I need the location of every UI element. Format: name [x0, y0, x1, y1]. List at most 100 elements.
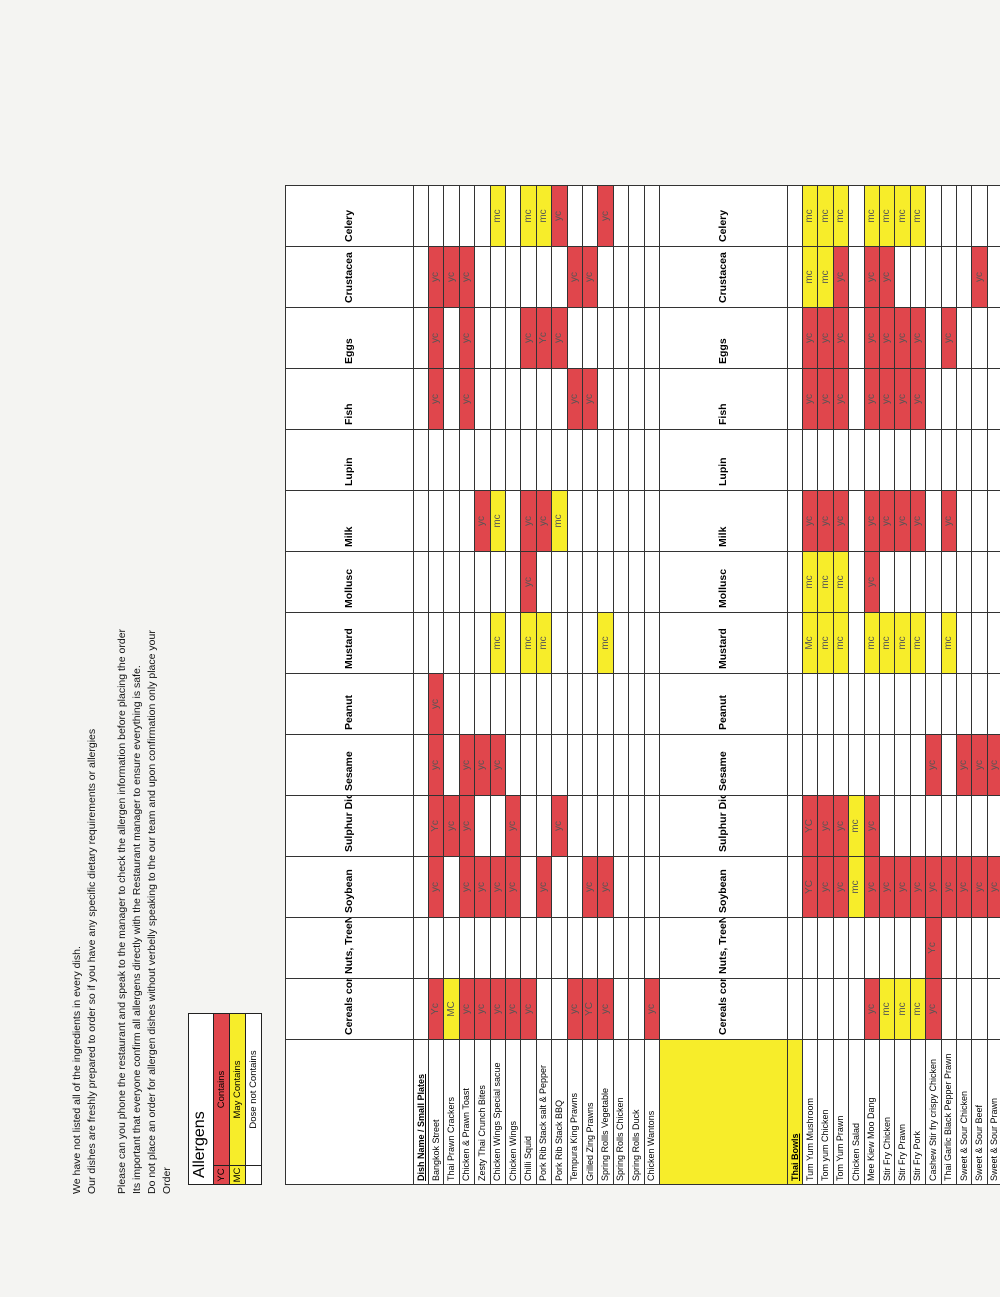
allergen-cell: [644, 429, 660, 490]
allergen-cell: yc: [552, 185, 568, 246]
allergen-cell: [506, 612, 522, 673]
allergen-cell: [957, 368, 973, 429]
allergen-cell: mc: [895, 612, 911, 673]
allergen-cell: [629, 246, 645, 307]
allergen-cell: mc: [849, 795, 865, 856]
allergen-cell: [644, 673, 660, 734]
allergen-cell: yc: [459, 978, 476, 1039]
allergen-cell: yc: [803, 368, 819, 429]
allergen-cell: [629, 795, 645, 856]
allergen-table: Cereals cont. gluten Nuts, TreeNut Soybean…: [285, 185, 1000, 1185]
allergen-cell: yc: [818, 490, 834, 551]
allergen-cell: [957, 795, 973, 856]
allergen-cell: yc: [459, 307, 476, 368]
allergen-cell: yc: [957, 734, 973, 795]
allergen-cell: yc: [429, 856, 445, 917]
allergen-cell: [567, 917, 583, 978]
allergen-header: Mollusc: [660, 551, 788, 612]
allergen-cell: yc: [444, 246, 460, 307]
legend-code: [246, 1165, 261, 1184]
allergen-cell: [567, 673, 583, 734]
allergen-cell: [536, 673, 553, 734]
dish-name: Sweet & Sour Chicken: [957, 1039, 973, 1184]
allergen-cell: yc: [833, 368, 850, 429]
allergen-cell: [475, 246, 491, 307]
allergen-cell: [475, 185, 491, 246]
allergen-cell: [941, 978, 957, 1039]
allergen-cell: [459, 490, 476, 551]
allergen-cell: [613, 307, 630, 368]
allergen-cell: [629, 734, 645, 795]
allergen-cell: [957, 673, 973, 734]
dish-name: Thai Prawn Crackers: [444, 1039, 460, 1184]
table-cell: [788, 246, 803, 307]
allergen-cell: yc: [506, 978, 522, 1039]
table-cell: [414, 734, 429, 795]
allergen-cell: [629, 612, 645, 673]
allergen-cell: [459, 673, 476, 734]
allergen-cell: [567, 551, 583, 612]
allergen-cell: Yc: [536, 307, 553, 368]
allergen-cell: [803, 673, 819, 734]
allergen-cell: [598, 734, 614, 795]
allergen-cell: yc: [864, 978, 880, 1039]
allergen-cell: [803, 917, 819, 978]
allergen-cell: yc: [910, 307, 927, 368]
allergen-cell: [444, 490, 460, 551]
allergen-cell: [536, 246, 553, 307]
allergen-cell: [895, 551, 911, 612]
allergen-cell: [941, 368, 957, 429]
allergen-header: Soybean: [286, 856, 414, 917]
allergen-cell: mc: [864, 612, 880, 673]
allergen-cell: [429, 551, 445, 612]
allergen-header: Nuts, TreeNut: [660, 917, 788, 978]
allergen-cell: [552, 368, 568, 429]
allergen-cell: [521, 917, 537, 978]
allergen-cell: [987, 490, 1000, 551]
allergen-cell: yc: [567, 246, 583, 307]
allergen-cell: [583, 185, 599, 246]
allergen-legend: Allergens YC Contains MC May Contains Do…: [188, 1013, 262, 1185]
allergen-cell: [583, 551, 599, 612]
allergen-cell: [536, 734, 553, 795]
allergen-cell: yc: [972, 856, 988, 917]
allergen-cell: [613, 490, 630, 551]
allergen-header: Lupin: [286, 429, 414, 490]
table-cell: [788, 368, 803, 429]
allergen-cell: [880, 673, 896, 734]
allergen-cell: [644, 795, 660, 856]
table-cell: [414, 978, 429, 1039]
allergen-cell: [506, 368, 522, 429]
allergen-cell: [506, 429, 522, 490]
allergen-cell: [880, 795, 896, 856]
allergen-cell: [475, 917, 491, 978]
allergen-cell: [583, 307, 599, 368]
allergen-cell: mc: [803, 185, 819, 246]
allergen-header: Peanut: [660, 673, 788, 734]
allergen-cell: [629, 368, 645, 429]
allergen-cell: [957, 185, 973, 246]
allergen-cell: yc: [567, 368, 583, 429]
dish-name: Zesty Thai Crunch Bites: [475, 1039, 491, 1184]
allergen-cell: yc: [864, 368, 880, 429]
allergen-cell: yc: [598, 856, 614, 917]
allergen-cell: yc: [459, 368, 476, 429]
dish-name: Chicken & Prawn Toast: [459, 1039, 476, 1184]
allergen-cell: [972, 490, 988, 551]
allergen-cell: [490, 246, 506, 307]
allergen-cell: [926, 368, 942, 429]
allergen-cell: [957, 429, 973, 490]
allergen-header: Fish: [286, 368, 414, 429]
allergen-cell: [583, 917, 599, 978]
allergen-cell: [536, 551, 553, 612]
allergen-cell: [910, 917, 927, 978]
allergen-cell: [583, 429, 599, 490]
table-cell: [414, 368, 429, 429]
allergen-cell: [849, 490, 865, 551]
allergen-cell: [926, 551, 942, 612]
allergen-cell: [521, 856, 537, 917]
allergen-cell: yc: [552, 307, 568, 368]
allergen-cell: [926, 429, 942, 490]
allergen-cell: yc: [864, 490, 880, 551]
